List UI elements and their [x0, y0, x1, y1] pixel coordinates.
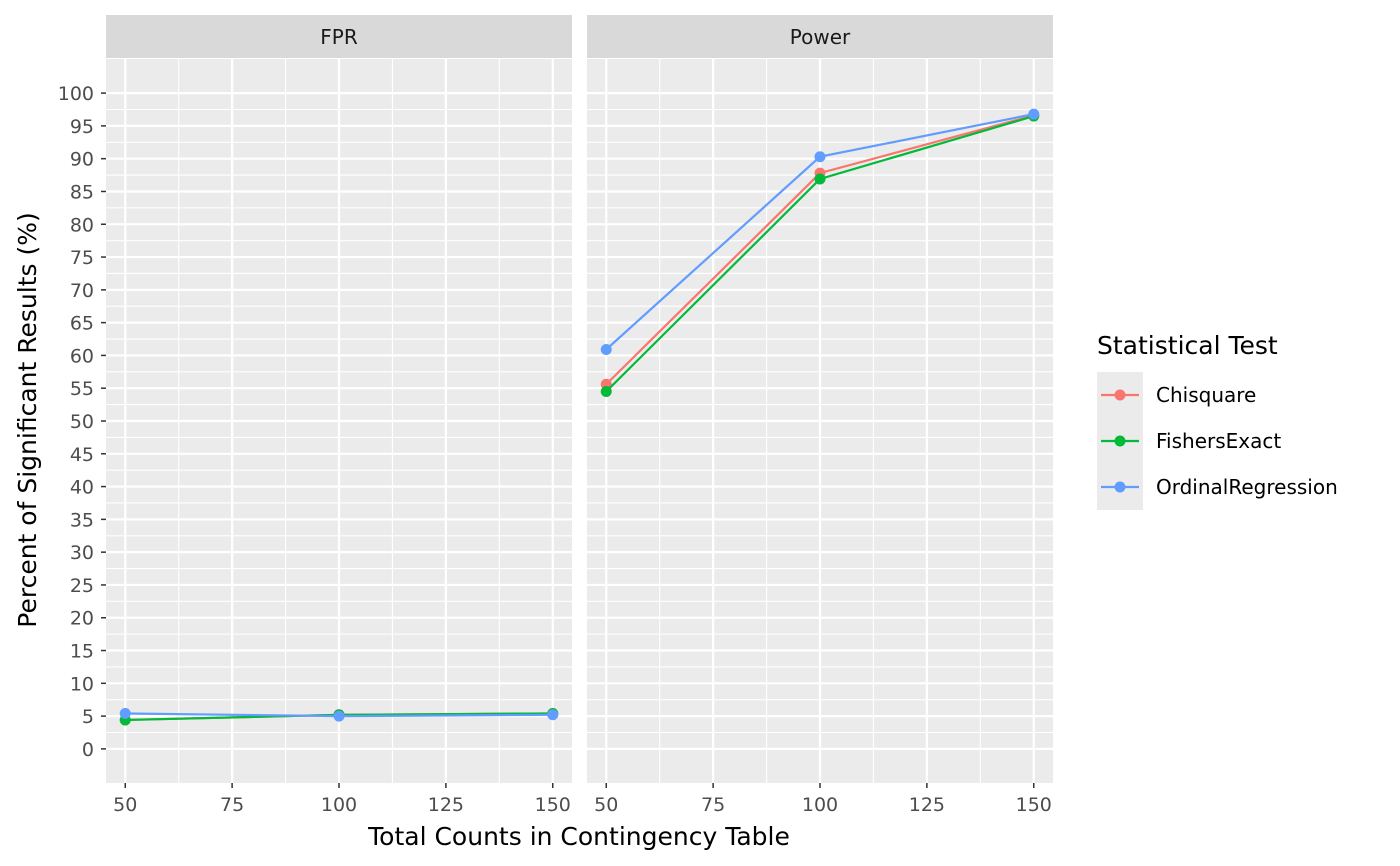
- y-tick-label: 60: [70, 345, 94, 367]
- x-tick-label: 125: [909, 794, 945, 816]
- x-tick-label: 75: [701, 794, 725, 816]
- facet-strip-fpr: [106, 15, 572, 58]
- x-axis-title: Total Counts in Contingency Table: [367, 822, 790, 851]
- y-tick-label: 10: [70, 673, 94, 695]
- legend-key-point-ordinalregression: [1114, 481, 1126, 493]
- y-tick-label: 100: [58, 83, 94, 105]
- data-point-ordinalregression: [547, 709, 559, 721]
- y-axis-title: Percent of Significant Results (%): [13, 212, 42, 627]
- facet-panel-fpr: FPR 50 75 100 125 150 0 5 10 15 20 25 30 35 40 45 50 55 60…: [58, 15, 572, 816]
- data-point-ordinalregression: [119, 707, 131, 719]
- y-tick-label: 45: [70, 444, 94, 466]
- legend-key-point-fishersexact: [1114, 435, 1126, 447]
- y-tick-label: 50: [70, 411, 94, 433]
- x-tick-label: 75: [220, 794, 244, 816]
- x-tick-label: 100: [802, 794, 838, 816]
- data-point-fishersexact: [600, 385, 612, 397]
- y-tick-label: 80: [70, 214, 94, 236]
- facets-layer: FPR 50 75 100 125 150 0 5 10 15 20 25 30 35 40 45 50 55 60…: [58, 15, 1053, 816]
- y-tick-label: 5: [82, 706, 94, 728]
- gridlines: [587, 59, 1053, 783]
- y-tick-label: 40: [70, 477, 94, 499]
- y-tick-label: 85: [70, 181, 94, 203]
- legend-key-point-chisquare: [1114, 389, 1126, 401]
- data-point-fishersexact: [814, 173, 826, 185]
- y-tick-label: 95: [70, 116, 94, 138]
- y-tick-label: 35: [70, 509, 94, 531]
- y-tick-label: 75: [70, 247, 94, 269]
- legend-label-fishersexact: FishersExact: [1156, 429, 1281, 453]
- legend: Statistical Test Chisquare FishersExact Or…: [1097, 331, 1338, 510]
- y-tick-label: 15: [70, 641, 94, 663]
- y-tick-label: 90: [70, 149, 94, 171]
- y-tick-label: 0: [82, 739, 94, 761]
- y-tick-label: 25: [70, 575, 94, 597]
- x-tick-label: 150: [1016, 794, 1052, 816]
- y-tick-label: 55: [70, 378, 94, 400]
- facet-panel-power: Power 50 75 100 125 150: [587, 15, 1053, 816]
- data-point-ordinalregression: [814, 151, 826, 163]
- facet-strip-power: [587, 15, 1053, 58]
- x-tick-label: 100: [321, 794, 357, 816]
- y-tick-label: 30: [70, 542, 94, 564]
- x-tick-label: 125: [428, 794, 464, 816]
- legend-label-chisquare: Chisquare: [1156, 383, 1256, 407]
- y-tick-label: 20: [70, 608, 94, 630]
- y-tick-label: 65: [70, 313, 94, 335]
- data-point-ordinalregression: [1028, 108, 1040, 120]
- x-tick-label: 50: [113, 794, 137, 816]
- data-point-ordinalregression: [333, 710, 345, 722]
- x-tick-label: 50: [594, 794, 618, 816]
- facet-strip-label: Power: [790, 25, 851, 49]
- legend-title: Statistical Test: [1097, 331, 1278, 360]
- x-tick-label: 150: [535, 794, 571, 816]
- facet-strip-label: FPR: [320, 25, 358, 49]
- data-point-ordinalregression: [600, 344, 612, 356]
- y-tick-label: 70: [70, 280, 94, 302]
- gridlines: [106, 59, 572, 783]
- legend-label-ordinalregression: OrdinalRegression: [1156, 475, 1338, 499]
